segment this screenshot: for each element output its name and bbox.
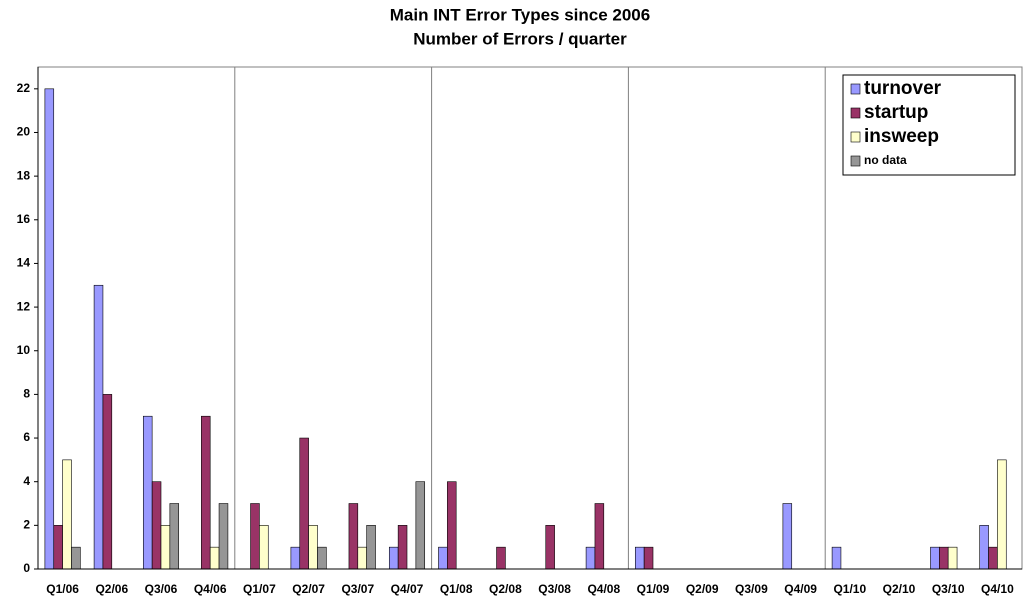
x-tick-label: Q1/09 [637, 582, 670, 596]
y-tick-label: 12 [17, 299, 31, 313]
bar [496, 546, 506, 570]
bar [160, 525, 171, 570]
bar [397, 525, 408, 570]
legend-swatch [850, 107, 861, 119]
x-tick-label: Q4/08 [587, 582, 620, 596]
legend-label: turnover [864, 78, 942, 99]
bar [218, 503, 229, 570]
x-tick-label: Q2/07 [292, 582, 325, 596]
y-tick-label: 2 [23, 518, 30, 532]
bar [259, 525, 269, 570]
bar [290, 546, 301, 570]
bar [169, 503, 180, 570]
bar [93, 284, 104, 570]
y-tick-label: 20 [17, 125, 31, 139]
y-tick-label: 4 [23, 474, 30, 488]
x-tick-label: Q3/07 [341, 582, 374, 596]
y-tick-label: 18 [17, 168, 31, 182]
x-tick-label: Q2/08 [489, 582, 522, 596]
x-tick-label: Q3/08 [538, 582, 571, 596]
bar [988, 546, 998, 570]
y-tick-label: 6 [23, 430, 30, 444]
bar [447, 481, 457, 570]
x-tick-label: Q1/08 [440, 582, 473, 596]
y-tick-label: 14 [17, 256, 31, 270]
bar [979, 525, 989, 570]
bar [634, 546, 645, 570]
bar [53, 525, 63, 570]
x-tick-label: Q1/06 [46, 582, 79, 596]
legend-box [842, 74, 1016, 176]
legend-swatch [850, 83, 861, 95]
x-tick-label: Q4/06 [194, 582, 227, 596]
bar [62, 459, 72, 570]
bar [308, 525, 318, 570]
y-tick-label: 8 [23, 387, 30, 401]
legend-swatch [850, 131, 861, 143]
y-tick-label: 16 [17, 212, 31, 226]
x-tick-label: Q2/10 [883, 582, 916, 596]
x-tick-label: Q4/09 [784, 582, 817, 596]
legend-label: insweep [864, 126, 939, 147]
bar [142, 415, 153, 570]
bar [947, 546, 958, 570]
x-tick-label: Q2/06 [95, 582, 128, 596]
y-tick-label: 22 [17, 81, 31, 95]
bar [997, 459, 1007, 570]
bar [594, 503, 605, 570]
x-tick-label: Q3/09 [735, 582, 768, 596]
bar [388, 546, 399, 570]
bar [366, 525, 376, 570]
bar [102, 394, 113, 570]
x-tick-label: Q1/10 [833, 582, 866, 596]
bar [643, 546, 654, 570]
bar [438, 546, 448, 570]
legend-label: no data [864, 153, 907, 167]
bar [44, 88, 55, 570]
y-tick-label: 10 [17, 343, 31, 357]
bar [585, 546, 596, 570]
bar [250, 503, 260, 570]
bar [415, 481, 426, 570]
bar [299, 437, 309, 570]
x-tick-label: Q2/09 [686, 582, 719, 596]
bar [930, 546, 940, 570]
bar [71, 546, 81, 570]
bar [201, 415, 211, 570]
bar [209, 546, 220, 570]
legend-label: startup [864, 102, 928, 123]
bar [545, 525, 555, 570]
bar [831, 546, 842, 570]
chart-subtitle: Number of Errors / quarter [413, 29, 627, 48]
x-tick-label: Q1/07 [243, 582, 276, 596]
x-tick-label: Q3/06 [145, 582, 178, 596]
chart-title: Main INT Error Types since 2006 [390, 5, 650, 24]
bar [357, 546, 367, 570]
bar [151, 481, 162, 570]
legend-swatch [850, 155, 861, 167]
x-tick-label: Q4/07 [391, 582, 424, 596]
bar [317, 546, 327, 570]
bar [782, 503, 793, 570]
x-tick-label: Q4/10 [981, 582, 1014, 596]
x-tick-label: Q3/10 [932, 582, 965, 596]
bar [348, 503, 359, 570]
bar [939, 546, 949, 570]
y-tick-label: 0 [23, 561, 30, 575]
